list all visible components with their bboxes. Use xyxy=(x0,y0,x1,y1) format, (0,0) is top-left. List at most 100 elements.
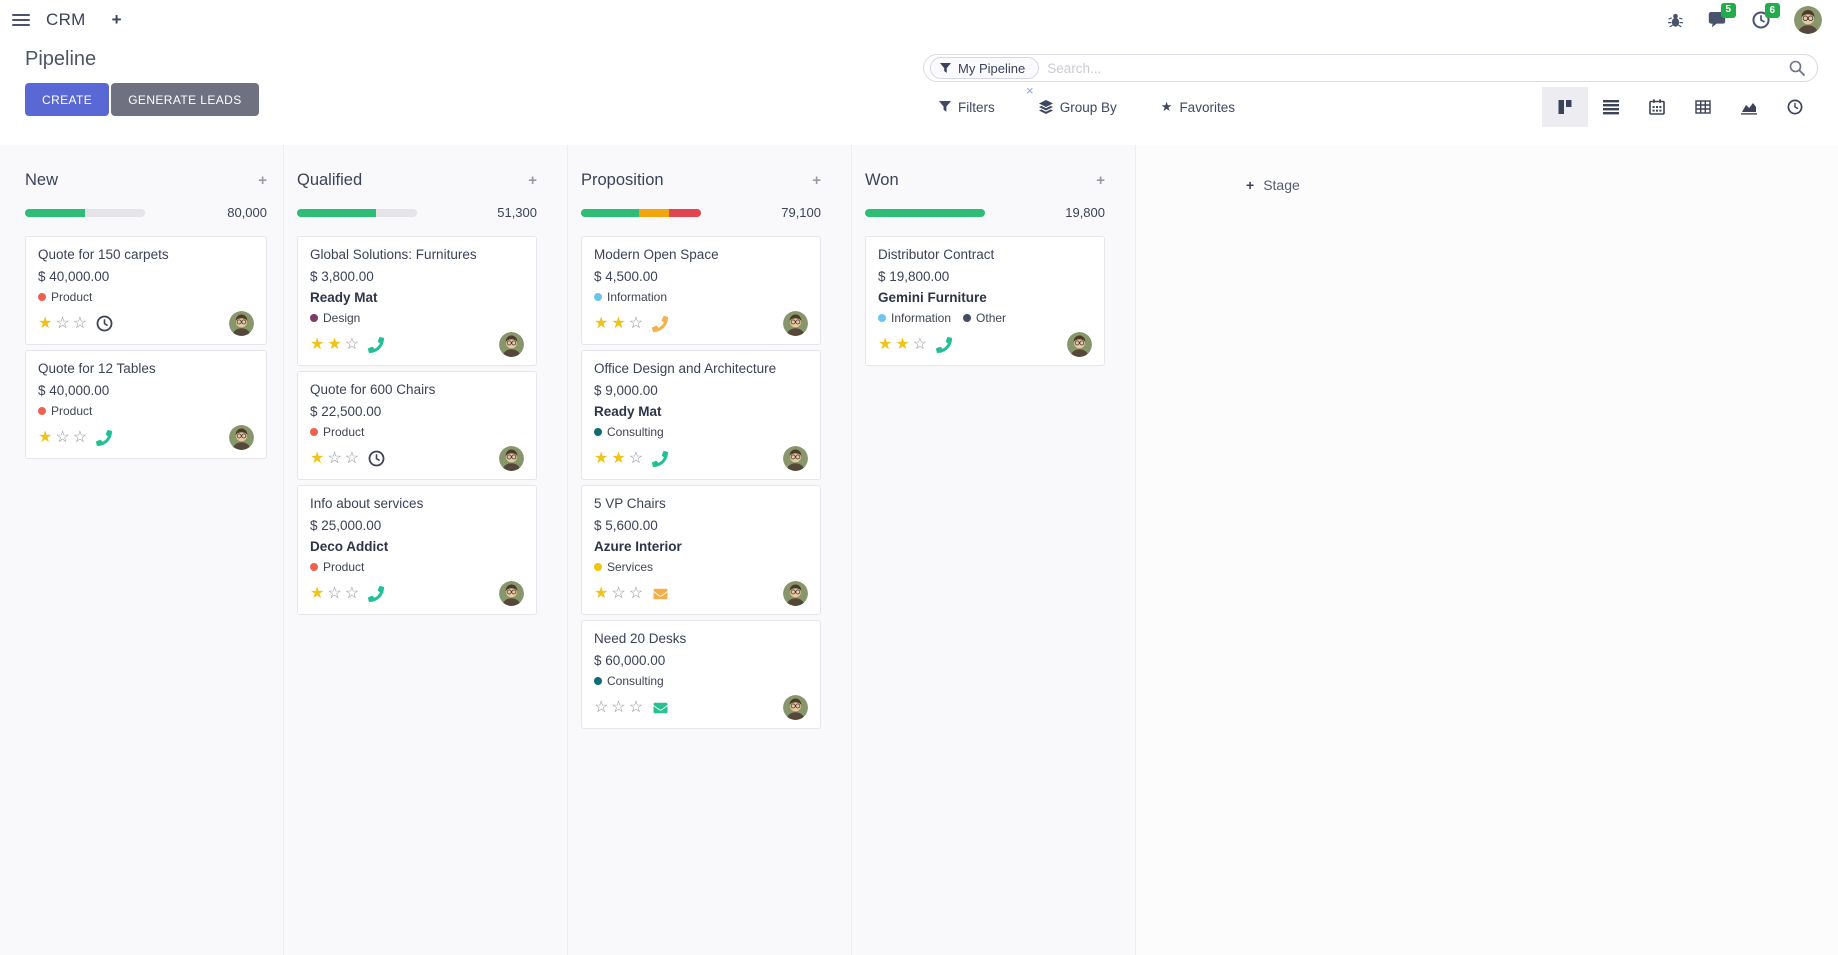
star-icon[interactable]: ☆ xyxy=(55,314,70,332)
stage-name[interactable]: Won xyxy=(865,171,899,189)
star-icon[interactable]: ★ xyxy=(310,584,325,602)
create-button[interactable]: CREATE xyxy=(25,83,110,116)
messages-icon[interactable]: 5 xyxy=(1708,2,1736,30)
kanban-card[interactable]: Global Solutions: Furnitures $ 3,800.00 … xyxy=(297,236,537,366)
envelope-icon[interactable] xyxy=(652,587,669,601)
clock-icon[interactable] xyxy=(368,450,385,467)
star-icon[interactable]: ★ xyxy=(310,449,325,467)
star-icon[interactable]: ★ xyxy=(594,314,609,332)
star-icon[interactable]: ★ xyxy=(611,449,626,467)
activities-clock-icon[interactable]: 6 xyxy=(1752,3,1780,29)
quick-add-card-button[interactable]: + xyxy=(1096,172,1105,189)
salesperson-avatar[interactable] xyxy=(499,332,524,357)
search-bar[interactable]: My Pipeline xyxy=(923,54,1818,82)
stage-progressbar[interactable] xyxy=(581,208,701,217)
progress-danger-segment[interactable] xyxy=(668,208,701,217)
star-icon[interactable]: ☆ xyxy=(611,584,626,602)
stage-name[interactable]: Qualified xyxy=(297,171,363,189)
star-icon[interactable]: ☆ xyxy=(628,314,644,332)
star-icon[interactable]: ★ xyxy=(310,335,325,353)
star-icon[interactable]: ★ xyxy=(327,335,342,353)
phone-icon[interactable] xyxy=(368,585,385,602)
clock-icon[interactable] xyxy=(96,315,113,332)
stage-name[interactable]: New xyxy=(25,171,59,189)
salesperson-avatar[interactable] xyxy=(783,446,808,471)
favorites-menu[interactable]: ★ Favorites xyxy=(1161,99,1235,115)
view-kanban-button[interactable] xyxy=(1542,87,1588,127)
progress-success-segment[interactable] xyxy=(25,208,85,217)
star-icon[interactable]: ☆ xyxy=(72,314,88,332)
star-icon[interactable]: ☆ xyxy=(628,449,644,467)
search-icon[interactable] xyxy=(1789,60,1805,76)
star-icon[interactable]: ☆ xyxy=(611,698,626,716)
kanban-card[interactable]: Office Design and Architecture $ 9,000.0… xyxy=(581,350,821,480)
search-facet-my-pipeline[interactable]: My Pipeline xyxy=(930,57,1040,79)
star-icon[interactable]: ★ xyxy=(594,584,609,602)
stage-total-amount[interactable]: 19,800 xyxy=(1065,205,1105,220)
salesperson-avatar[interactable] xyxy=(783,695,808,720)
salesperson-avatar[interactable] xyxy=(499,581,524,606)
star-icon[interactable]: ☆ xyxy=(628,698,644,716)
kanban-card[interactable]: Quote for 12 Tables $ 40,000.00 Product … xyxy=(25,350,267,459)
star-icon[interactable]: ☆ xyxy=(344,335,360,353)
star-icon[interactable]: ☆ xyxy=(327,449,342,467)
star-icon[interactable]: ☆ xyxy=(628,584,644,602)
stage-progressbar[interactable] xyxy=(25,208,145,217)
search-input[interactable] xyxy=(1047,60,1781,76)
salesperson-avatar[interactable] xyxy=(1067,332,1092,357)
view-list-button[interactable] xyxy=(1588,87,1634,127)
new-tab-button[interactable]: + xyxy=(111,10,122,29)
progress-success-segment[interactable] xyxy=(581,208,639,217)
generate-leads-button[interactable]: GENERATE LEADS xyxy=(111,83,259,116)
star-icon[interactable]: ★ xyxy=(38,314,53,332)
phone-icon[interactable] xyxy=(652,315,669,332)
group-by-menu[interactable]: Group By xyxy=(1038,100,1117,115)
progress-warning-segment[interactable] xyxy=(638,208,669,217)
kanban-card[interactable]: 5 VP Chairs $ 5,600.00 Azure Interior Se… xyxy=(581,485,821,615)
envelope-icon[interactable] xyxy=(652,701,669,715)
view-calendar-button[interactable] xyxy=(1634,87,1680,127)
kanban-card[interactable]: Distributor Contract $ 19,800.00 Gemini … xyxy=(865,236,1105,366)
star-icon[interactable]: ☆ xyxy=(327,584,342,602)
star-icon[interactable]: ☆ xyxy=(55,428,70,446)
kanban-card[interactable]: Info about services $ 25,000.00 Deco Add… xyxy=(297,485,537,615)
debug-bug-icon[interactable] xyxy=(1667,12,1684,29)
salesperson-avatar[interactable] xyxy=(783,581,808,606)
stage-progressbar[interactable] xyxy=(865,208,985,217)
progress-success-segment[interactable] xyxy=(865,208,985,217)
star-icon[interactable]: ☆ xyxy=(72,428,88,446)
phone-icon[interactable] xyxy=(368,336,385,353)
salesperson-avatar[interactable] xyxy=(499,446,524,471)
salesperson-avatar[interactable] xyxy=(229,425,254,450)
add-stage-button[interactable]: + Stage xyxy=(1246,177,1300,193)
star-icon[interactable]: ★ xyxy=(611,314,626,332)
quick-add-card-button[interactable]: + xyxy=(258,172,267,189)
view-activity-button[interactable] xyxy=(1772,87,1818,127)
salesperson-avatar[interactable] xyxy=(783,311,808,336)
star-icon[interactable]: ☆ xyxy=(344,449,360,467)
kanban-card[interactable]: Quote for 150 carpets $ 40,000.00 Produc… xyxy=(25,236,267,345)
progress-success-segment[interactable] xyxy=(297,208,377,217)
star-icon[interactable]: ★ xyxy=(878,335,893,353)
stage-total-amount[interactable]: 79,100 xyxy=(781,205,821,220)
user-avatar[interactable] xyxy=(1794,6,1822,34)
kanban-card[interactable]: Need 20 Desks $ 60,000.00 Consulting ☆ ☆ ☆ xyxy=(581,620,821,729)
stage-total-amount[interactable]: 80,000 xyxy=(227,205,267,220)
kanban-card[interactable]: Modern Open Space $ 4,500.00 Information… xyxy=(581,236,821,345)
kanban-card[interactable]: Quote for 600 Chairs $ 22,500.00 Product… xyxy=(297,371,537,480)
star-icon[interactable]: ☆ xyxy=(594,698,609,716)
star-icon[interactable]: ★ xyxy=(38,428,53,446)
phone-icon[interactable] xyxy=(652,450,669,467)
phone-icon[interactable] xyxy=(96,429,113,446)
stage-total-amount[interactable]: 51,300 xyxy=(497,205,537,220)
stage-name[interactable]: Proposition xyxy=(581,171,664,189)
quick-add-card-button[interactable]: + xyxy=(528,172,537,189)
phone-icon[interactable] xyxy=(936,336,953,353)
view-pivot-button[interactable] xyxy=(1680,87,1726,127)
filters-menu[interactable]: Filters xyxy=(939,100,995,115)
star-icon[interactable]: ★ xyxy=(895,335,910,353)
star-icon[interactable]: ☆ xyxy=(912,335,928,353)
stage-progressbar[interactable] xyxy=(297,208,417,217)
star-icon[interactable]: ☆ xyxy=(344,584,360,602)
app-name[interactable]: CRM xyxy=(46,10,86,29)
